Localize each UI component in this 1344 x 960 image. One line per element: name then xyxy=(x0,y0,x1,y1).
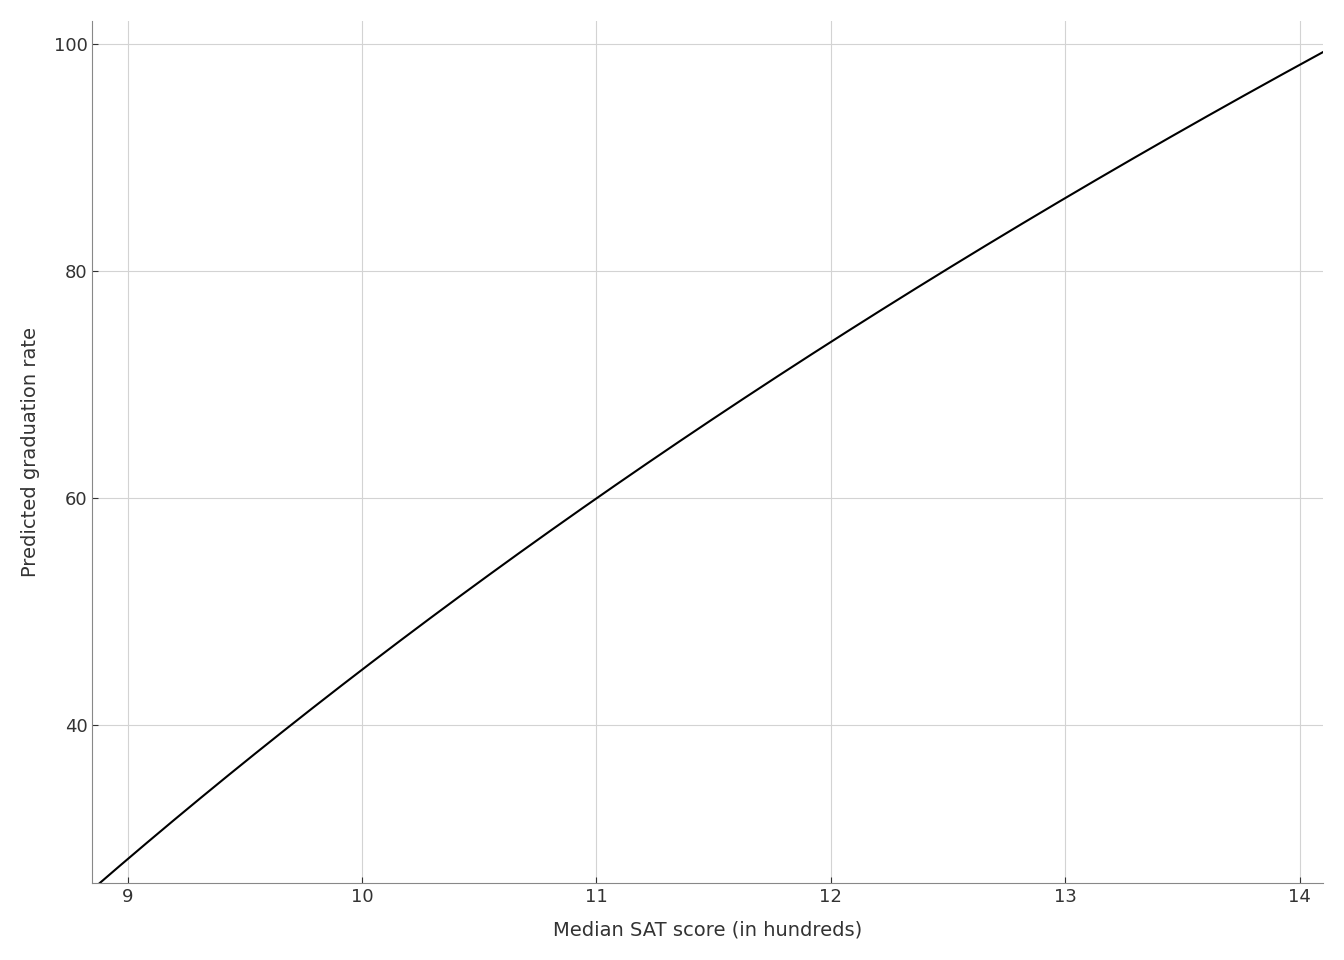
X-axis label: Median SAT score (in hundreds): Median SAT score (in hundreds) xyxy=(554,921,863,939)
Y-axis label: Predicted graduation rate: Predicted graduation rate xyxy=(22,327,40,577)
